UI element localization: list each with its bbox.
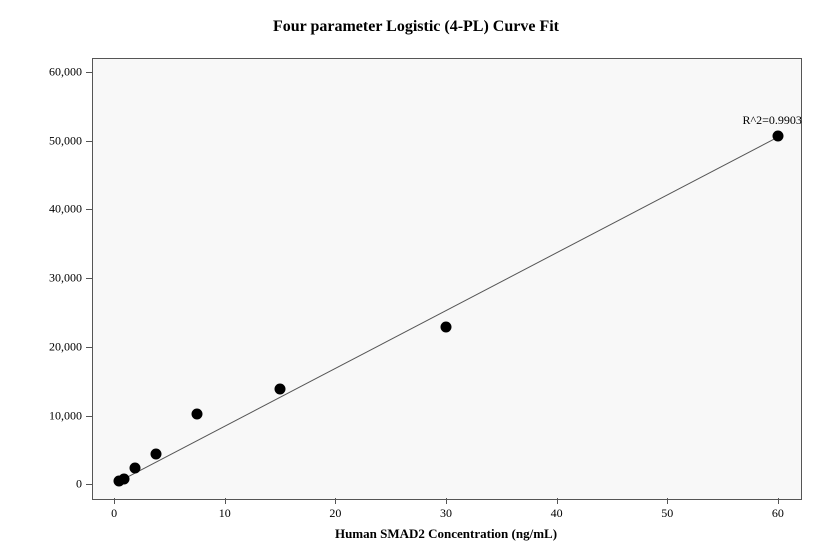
y-tick-label: 20,000 [0,339,82,354]
y-tick-mark [86,416,92,417]
chart-title: Four parameter Logistic (4-PL) Curve Fit [0,18,832,36]
data-point [130,462,141,473]
y-tick-label: 50,000 [0,133,82,148]
x-tick-mark [335,498,336,504]
y-tick-mark [86,209,92,210]
y-tick-mark [86,141,92,142]
data-point [772,131,783,142]
x-tick-label: 30 [440,506,452,521]
data-point [119,473,130,484]
x-tick-label: 0 [111,506,117,521]
y-tick-mark [86,72,92,73]
y-tick-label: 30,000 [0,271,82,286]
data-point [275,383,286,394]
x-tick-mark [778,498,779,504]
data-point [151,449,162,460]
plot-area [92,58,802,500]
y-tick-mark [86,347,92,348]
y-tick-label: 40,000 [0,202,82,217]
y-tick-label: 10,000 [0,408,82,423]
x-tick-label: 50 [661,506,673,521]
x-tick-mark [667,498,668,504]
data-point [192,409,203,420]
x-tick-label: 40 [551,506,563,521]
x-tick-mark [557,498,558,504]
x-tick-label: 10 [219,506,231,521]
y-tick-mark [86,484,92,485]
x-tick-label: 20 [329,506,341,521]
x-axis-label: Human SMAD2 Concentration (ng/mL) [92,526,800,542]
r-squared-annotation: R^2=0.9903 [742,113,801,128]
x-tick-mark [446,498,447,504]
x-tick-mark [114,498,115,504]
x-tick-label: 60 [772,506,784,521]
y-tick-mark [86,278,92,279]
data-point [441,321,452,332]
y-tick-label: 60,000 [0,64,82,79]
y-tick-label: 0 [0,477,82,492]
x-tick-mark [225,498,226,504]
chart-container: Four parameter Logistic (4-PL) Curve Fit… [0,0,832,560]
